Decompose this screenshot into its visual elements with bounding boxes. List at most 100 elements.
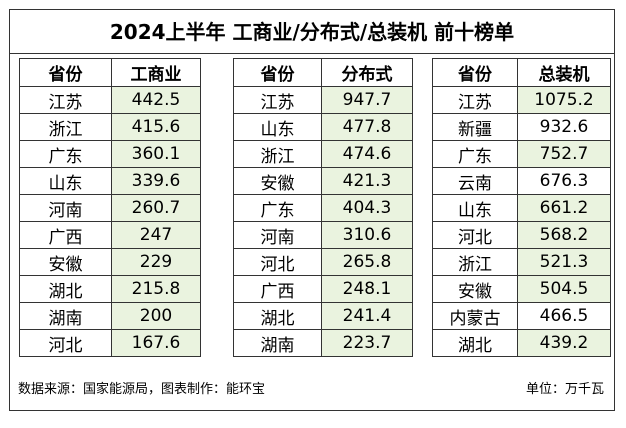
province-cell: 浙江	[19, 113, 112, 141]
province-cell: 湖南	[19, 302, 112, 330]
value-cell: 568.2	[517, 221, 611, 249]
province-cell: 广西	[19, 221, 112, 249]
value-cell: 247	[111, 221, 201, 249]
province-cell: 山东	[233, 113, 322, 141]
province-cell: 河南	[19, 194, 112, 222]
value-cell: 310.6	[321, 221, 413, 249]
table-row: 江苏 442.5	[19, 86, 201, 114]
province-cell: 安徽	[432, 275, 518, 303]
table-row: 湖北 439.2	[432, 329, 611, 357]
table-row: 湖南 223.7	[233, 329, 413, 357]
table-row: 新疆 932.6	[432, 113, 611, 141]
province-cell: 广西	[233, 275, 322, 303]
value-cell: 200	[111, 302, 201, 330]
table-row: 山东 477.8	[233, 113, 413, 141]
table-row: 安徽 421.3	[233, 167, 413, 195]
table-row: 河北 167.6	[19, 329, 201, 357]
province-cell: 广东	[432, 140, 518, 168]
value-cell: 442.5	[111, 86, 201, 114]
province-cell: 江苏	[233, 86, 322, 114]
table-row: 云南 676.3	[432, 167, 611, 195]
value-cell: 439.2	[517, 329, 611, 357]
col-header-total: 总装机	[517, 58, 611, 87]
province-cell: 浙江	[233, 140, 322, 168]
value-cell: 947.7	[321, 86, 413, 114]
value-cell: 1075.2	[517, 86, 611, 114]
table-row: 浙江 415.6	[19, 113, 201, 141]
province-cell: 云南	[432, 167, 518, 195]
value-cell: 521.3	[517, 248, 611, 276]
table-commercial: 省份 工商业 江苏 442.5 浙江 415.6 广东 360.1 山东 339.6 河…	[19, 58, 201, 357]
table-row: 河北 568.2	[432, 221, 611, 249]
value-cell: 265.8	[321, 248, 413, 276]
value-cell: 404.3	[321, 194, 413, 222]
value-cell: 661.2	[517, 194, 611, 222]
table-row: 安徽 504.5	[432, 275, 611, 303]
col-header-distributed: 分布式	[321, 58, 413, 87]
table-row: 浙江 521.3	[432, 248, 611, 276]
table-row: 湖北 241.4	[233, 302, 413, 330]
province-cell: 河南	[233, 221, 322, 249]
value-cell: 229	[111, 248, 201, 276]
table-row: 河南 260.7	[19, 194, 201, 222]
table-row: 内蒙古 466.5	[432, 302, 611, 330]
col-header-province: 省份	[19, 58, 112, 87]
value-cell: 360.1	[111, 140, 201, 168]
province-cell: 浙江	[432, 248, 518, 276]
province-cell: 新疆	[432, 113, 518, 141]
ranking-frame: 2024上半年 工商业/分布式/总装机 前十榜单 省份 工商业 江苏 442.5 …	[9, 9, 615, 411]
page-title: 2024上半年 工商业/分布式/总装机 前十榜单	[10, 10, 614, 54]
table-row: 江苏 947.7	[233, 86, 413, 114]
value-cell: 421.3	[321, 167, 413, 195]
col-header-province: 省份	[432, 58, 518, 87]
value-cell: 248.1	[321, 275, 413, 303]
value-cell: 215.8	[111, 275, 201, 303]
table-total: 省份 总装机 江苏 1075.2 新疆 932.6 广东 752.7 云南 676.3 …	[432, 58, 611, 357]
value-cell: 415.6	[111, 113, 201, 141]
col-header-province: 省份	[233, 58, 322, 87]
col-header-commercial: 工商业	[111, 58, 201, 87]
province-cell: 江苏	[19, 86, 112, 114]
province-cell: 安徽	[19, 248, 112, 276]
value-cell: 474.6	[321, 140, 413, 168]
province-cell: 安徽	[233, 167, 322, 195]
province-cell: 河北	[233, 248, 322, 276]
province-cell: 湖北	[233, 302, 322, 330]
source-note: 数据来源：国家能源局，图表制作：能环宝	[18, 382, 266, 397]
table-row: 广东 360.1	[19, 140, 201, 168]
table-row: 广东 404.3	[233, 194, 413, 222]
table-row: 安徽 229	[19, 248, 201, 276]
table-distributed: 省份 分布式 江苏 947.7 山东 477.8 浙江 474.6 安徽 421.3 广…	[233, 58, 413, 357]
value-cell: 932.6	[517, 113, 611, 141]
table-row: 湖南 200	[19, 302, 201, 330]
value-cell: 676.3	[517, 167, 611, 195]
value-cell: 167.6	[111, 329, 201, 357]
value-cell: 241.4	[321, 302, 413, 330]
province-cell: 湖北	[19, 275, 112, 303]
value-cell: 260.7	[111, 194, 201, 222]
unit-note: 单位：万千瓦	[525, 382, 604, 397]
table-row: 山东 661.2	[432, 194, 611, 222]
province-cell: 河北	[432, 221, 518, 249]
province-cell: 湖北	[432, 329, 518, 357]
table-row: 广西 248.1	[233, 275, 413, 303]
province-cell: 河北	[19, 329, 112, 357]
table-row: 湖北 215.8	[19, 275, 201, 303]
value-cell: 223.7	[321, 329, 413, 357]
province-cell: 广东	[233, 194, 322, 222]
province-cell: 江苏	[432, 86, 518, 114]
table-row: 河南 310.6	[233, 221, 413, 249]
table-row: 山东 339.6	[19, 167, 201, 195]
table-row: 浙江 474.6	[233, 140, 413, 168]
table-row: 江苏 1075.2	[432, 86, 611, 114]
table-header-row: 省份 分布式	[233, 58, 413, 87]
value-cell: 504.5	[517, 275, 611, 303]
province-cell: 内蒙古	[432, 302, 518, 330]
table-header-row: 省份 总装机	[432, 58, 611, 87]
value-cell: 752.7	[517, 140, 611, 168]
value-cell: 466.5	[517, 302, 611, 330]
value-cell: 477.8	[321, 113, 413, 141]
province-cell: 湖南	[233, 329, 322, 357]
table-header-row: 省份 工商业	[19, 58, 201, 87]
province-cell: 广东	[19, 140, 112, 168]
